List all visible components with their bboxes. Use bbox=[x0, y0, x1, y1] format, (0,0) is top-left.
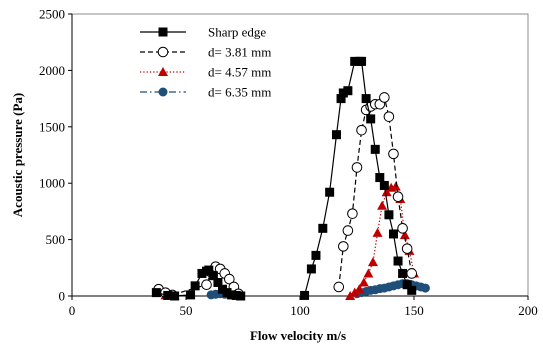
data-point bbox=[375, 173, 385, 183]
data-point bbox=[224, 273, 235, 285]
x-tick-label: 0 bbox=[69, 303, 76, 318]
legend-item: d= 3.81 mm bbox=[140, 45, 271, 60]
y-tick-label: 1500 bbox=[39, 119, 65, 134]
data-point bbox=[397, 223, 408, 234]
data-point bbox=[311, 250, 321, 260]
data-point bbox=[399, 230, 410, 240]
data-point bbox=[204, 265, 214, 275]
data-point bbox=[336, 94, 346, 104]
y-tick-label: 2000 bbox=[39, 63, 65, 78]
data-point bbox=[366, 114, 376, 124]
data-point bbox=[377, 200, 388, 210]
legend-label: Sharp edge bbox=[208, 25, 266, 40]
legend-item: d= 4.57 mm bbox=[140, 65, 271, 80]
data-point bbox=[407, 285, 417, 295]
legend-label: d= 6.35 mm bbox=[208, 85, 271, 100]
data-point bbox=[236, 291, 246, 301]
y-tick-label: 2500 bbox=[39, 7, 65, 22]
data-point bbox=[222, 288, 232, 298]
data-point bbox=[350, 56, 360, 66]
data-point bbox=[358, 277, 369, 287]
data-point bbox=[227, 290, 237, 300]
data-point bbox=[343, 86, 353, 96]
series-layer bbox=[151, 56, 430, 301]
data-point bbox=[331, 130, 341, 140]
data-point bbox=[208, 271, 218, 281]
legend: Sharp edge d= 3.81 mm d= 4.57 mm d= 6.35 mm bbox=[140, 25, 271, 100]
data-point bbox=[351, 162, 363, 173]
data-point bbox=[201, 279, 212, 291]
y-axis-title: Acoustic pressure (Pa) bbox=[10, 93, 25, 217]
data-point bbox=[367, 257, 378, 267]
data-point bbox=[401, 243, 413, 254]
data-point bbox=[398, 268, 408, 278]
legend-item: d= 6.35 mm bbox=[140, 85, 271, 100]
data-point bbox=[383, 111, 395, 122]
data-point bbox=[338, 88, 348, 98]
x-tick-label: 50 bbox=[180, 303, 193, 318]
data-point bbox=[388, 148, 399, 160]
data-point bbox=[356, 124, 367, 136]
data-point bbox=[392, 191, 404, 203]
y-tick-label: 1000 bbox=[39, 176, 65, 191]
data-point bbox=[372, 227, 383, 237]
plot-frame bbox=[71, 13, 529, 297]
data-point bbox=[217, 284, 227, 294]
x-axis-title: Flow velocity m/s bbox=[250, 328, 346, 343]
data-point bbox=[357, 56, 367, 66]
axes bbox=[68, 13, 529, 300]
data-point bbox=[361, 94, 371, 104]
data-point bbox=[420, 283, 430, 293]
legend-item: Sharp edge bbox=[140, 25, 266, 40]
data-point bbox=[393, 256, 403, 266]
data-point bbox=[342, 225, 354, 236]
data-point bbox=[325, 187, 335, 197]
data-point bbox=[300, 290, 310, 300]
data-point bbox=[163, 290, 173, 300]
series-1 bbox=[151, 56, 417, 301]
y-tick-label: 500 bbox=[46, 232, 66, 247]
data-point bbox=[381, 187, 392, 197]
y-tick-label: 0 bbox=[59, 289, 66, 304]
data-point bbox=[190, 281, 200, 291]
data-point bbox=[379, 180, 389, 190]
data-point bbox=[370, 144, 380, 154]
data-point bbox=[349, 287, 360, 297]
series-line bbox=[338, 96, 413, 288]
data-point bbox=[402, 280, 412, 290]
data-point bbox=[406, 268, 418, 279]
x-tick-label: 150 bbox=[404, 303, 424, 318]
x-tick-label: 200 bbox=[518, 303, 538, 318]
data-point bbox=[347, 208, 358, 219]
data-point bbox=[363, 268, 374, 278]
data-point bbox=[379, 92, 390, 103]
data-point bbox=[306, 264, 316, 274]
data-point bbox=[213, 277, 223, 287]
data-point bbox=[151, 288, 161, 298]
data-point bbox=[384, 210, 394, 220]
legend-marker bbox=[158, 87, 168, 97]
data-point bbox=[390, 181, 401, 191]
legend-label: d= 3.81 mm bbox=[208, 45, 271, 60]
data-point bbox=[333, 281, 345, 293]
legend-marker bbox=[158, 67, 168, 76]
legend-marker bbox=[157, 46, 169, 58]
series-2 bbox=[153, 92, 418, 301]
data-point bbox=[186, 290, 196, 300]
data-point bbox=[338, 241, 349, 252]
data-point bbox=[388, 229, 398, 239]
data-point bbox=[318, 223, 328, 233]
x-tick-label: 100 bbox=[290, 303, 310, 318]
legend-label: d= 4.57 mm bbox=[208, 65, 271, 80]
data-point bbox=[354, 284, 365, 294]
data-point bbox=[170, 291, 180, 301]
data-point bbox=[197, 268, 207, 278]
series-line bbox=[349, 185, 415, 297]
data-point bbox=[231, 290, 241, 300]
legend-marker bbox=[158, 27, 168, 37]
data-point bbox=[345, 291, 356, 300]
